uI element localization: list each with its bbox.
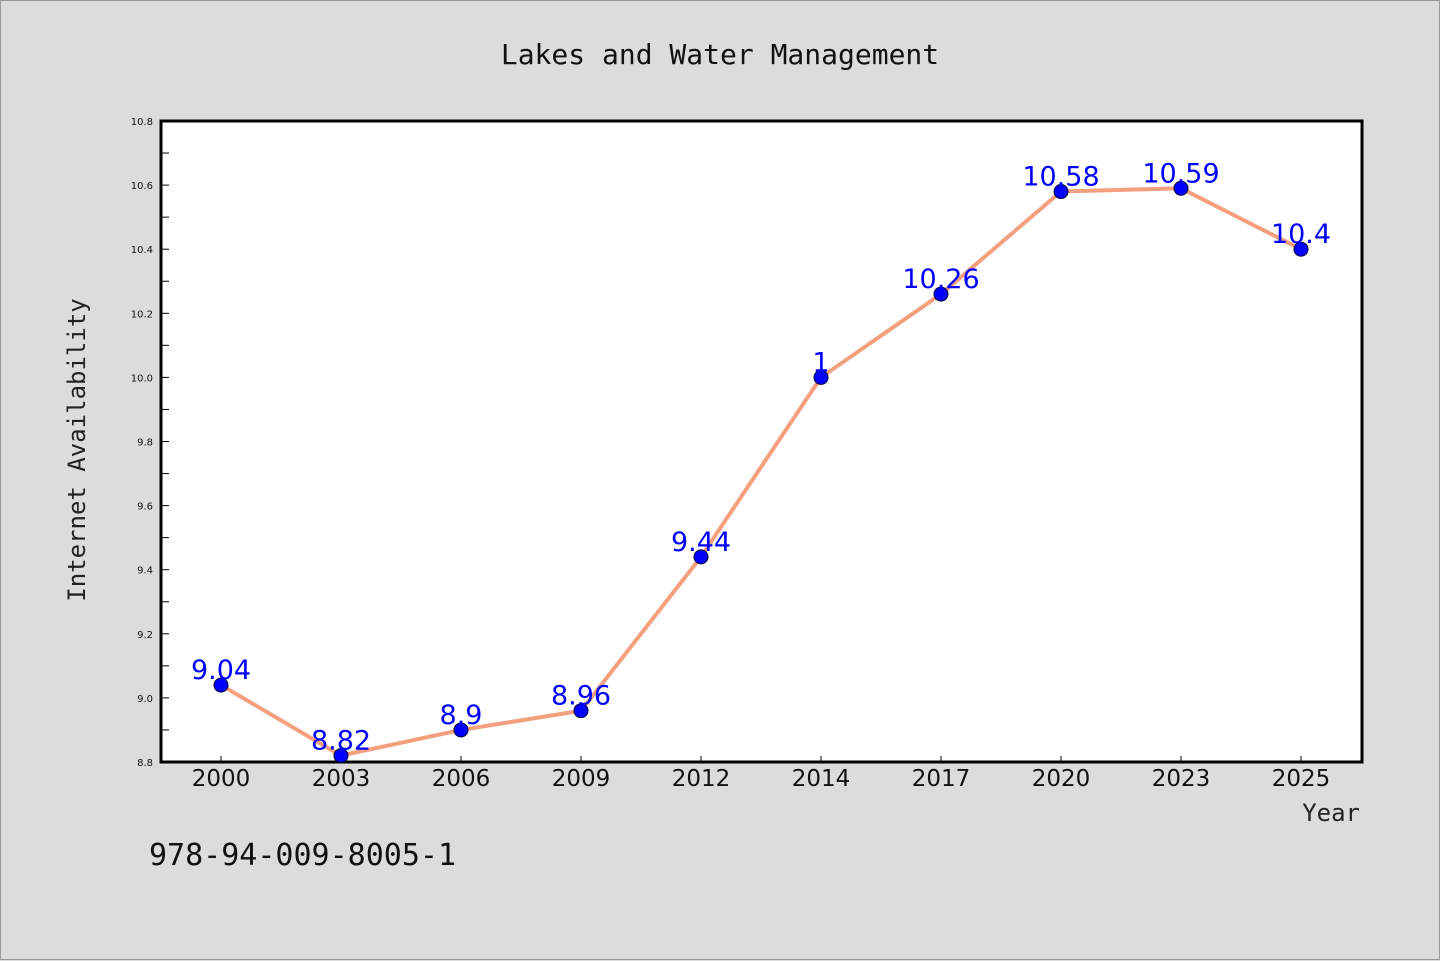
data-label: 10.4 (1271, 219, 1331, 250)
x-tick-label: 2009 (552, 766, 611, 792)
data-label: 9.44 (671, 527, 731, 558)
y-tick-label: 9.0 (137, 694, 153, 705)
data-point (1173, 180, 1189, 196)
x-tick-label: 2023 (1152, 766, 1211, 792)
y-tick-label: 10.0 (131, 373, 153, 384)
y-tick-label: 10.8 (131, 117, 153, 128)
x-tick-label: 2012 (672, 766, 731, 792)
data-label: 8.9 (440, 700, 483, 731)
x-tick-label: 2017 (912, 766, 971, 792)
plot-area (159, 119, 1364, 764)
x-tick-label: 2014 (792, 766, 851, 792)
y-tick-label: 9.2 (137, 630, 153, 641)
data-point (813, 369, 829, 385)
data-point (933, 286, 949, 302)
data-point (213, 677, 229, 693)
x-axis-label: Year (1302, 799, 1360, 827)
y-axis-label: Internet Availability (63, 298, 91, 601)
data-point (693, 549, 709, 565)
data-label: 10.26 (902, 264, 979, 295)
x-tick-label: 2020 (1032, 766, 1091, 792)
data-label: 10.58 (1022, 162, 1099, 193)
data-point (573, 703, 589, 719)
y-tick-label: 10.4 (131, 245, 153, 256)
x-axis: 2000 2003 2006 2009 2012 2014 2017 2020 2023 2025 (192, 756, 1331, 792)
x-tick-label: 2006 (432, 766, 491, 792)
data-point (333, 748, 349, 764)
y-tick-label: 10.6 (131, 181, 153, 192)
series-group: 9.04 8.82 8.9 8.96 9.44 1 10.26 10.58 10.59 10.4 (191, 158, 1331, 764)
data-label: 9.04 (191, 655, 251, 686)
x-tick-label: 2003 (312, 766, 371, 792)
data-label: 10.59 (1142, 158, 1219, 189)
y-tick-label: 9.6 (137, 502, 153, 513)
data-point (453, 722, 469, 738)
y-tick-label: 8.8 (137, 758, 153, 769)
y-tick-label: 10.2 (131, 309, 153, 320)
x-tick-label: 2025 (1272, 766, 1331, 792)
isbn-text: 978-94-009-8005-1 (149, 838, 456, 873)
data-point (1293, 241, 1309, 257)
data-point (1053, 184, 1069, 200)
y-tick-label: 9.8 (137, 438, 153, 449)
y-tick-label: 9.4 (137, 566, 153, 577)
data-label: 8.82 (311, 726, 371, 757)
y-axis: 8.8 9.0 9.2 9.4 9.6 9.8 10.0 10.2 10.4 10.6 10.8 (131, 117, 169, 769)
x-tick-label: 2000 (192, 766, 251, 792)
chart-title: Lakes and Water Management (501, 38, 939, 71)
data-label: 1 (812, 347, 829, 378)
series-line (219, 186, 1302, 758)
data-label: 8.96 (551, 681, 611, 712)
